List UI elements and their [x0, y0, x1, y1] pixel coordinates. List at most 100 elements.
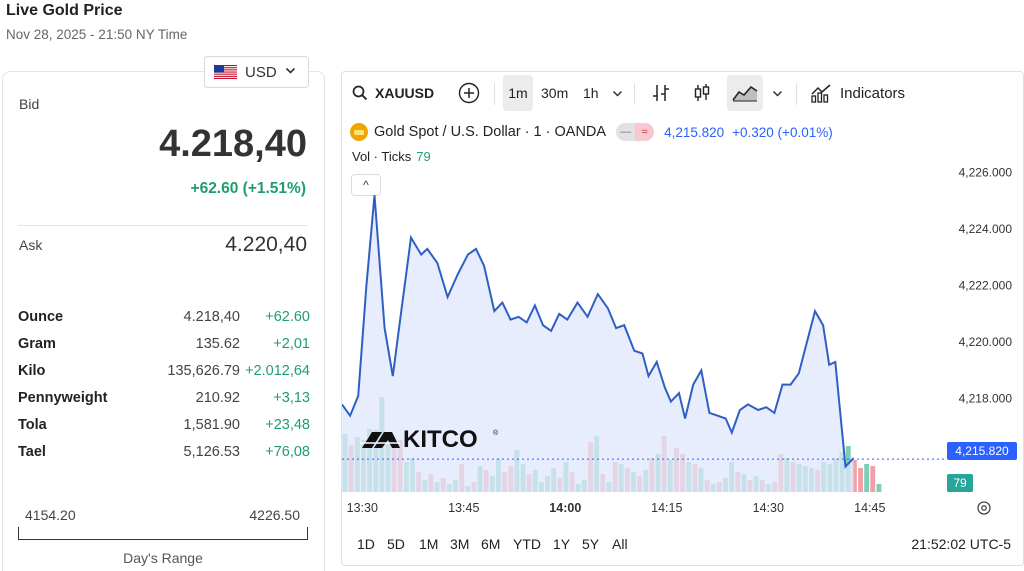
- unit-value: 5,126.53: [183, 443, 240, 460]
- x-tick-label: 14:00: [549, 501, 581, 515]
- indicators-label: Indicators: [840, 84, 906, 102]
- us-flag-icon: [214, 65, 237, 79]
- volume-bar: [858, 468, 863, 492]
- page-datetime: Nov 28, 2025 - 21:50 NY Time: [6, 27, 188, 42]
- chevron-down-icon: [285, 65, 296, 79]
- quote-panel: [2, 71, 325, 571]
- range-ytd[interactable]: YTD: [513, 536, 541, 552]
- ask-price: 4.220,40: [225, 233, 307, 256]
- bid-label: Bid: [19, 96, 40, 112]
- volume-label: Vol · Ticks: [352, 149, 412, 164]
- unit-row-tola: Tola 1,581.90 +23,48: [18, 411, 310, 438]
- unit-row-gram: Gram 135.62 +2,01: [18, 330, 310, 357]
- unit-table: Ounce 4.218,40 +62.60 Gram 135.62 +2,01 …: [18, 303, 310, 465]
- unit-row-kilo: Kilo 135,626.79 +2.012,64: [18, 357, 310, 384]
- chart-type-dropdown[interactable]: [772, 73, 783, 113]
- divider: [18, 225, 308, 226]
- symbol-search[interactable]: XAUUSD: [352, 73, 434, 113]
- range-5d[interactable]: 5D: [387, 536, 405, 552]
- interval-1h[interactable]: 1h: [583, 85, 599, 101]
- unit-value: 1,581.90: [183, 416, 240, 433]
- range-3m[interactable]: 3M: [450, 536, 470, 552]
- symbol-label: XAUUSD: [375, 85, 435, 101]
- y-tick-label: 4,224.000: [959, 222, 1013, 236]
- x-tick-label: 14:30: [753, 501, 784, 515]
- bid-change: +62.60 (+1.51%): [190, 180, 306, 197]
- range-1m[interactable]: 1M: [419, 536, 439, 552]
- unit-row-tael: Tael 5,126.53 +76,08: [18, 438, 310, 465]
- unit-change: +2,01: [273, 335, 310, 352]
- range-high: 4226.50: [249, 507, 300, 523]
- volume-bar: [876, 484, 882, 492]
- area-chart-icon: [732, 84, 758, 102]
- range-selector: 1D 5D 1M 3M 6M YTD 1Y 5Y All: [342, 528, 1022, 560]
- x-tick-label: 13:45: [448, 501, 479, 515]
- unit-value: 210.92: [195, 389, 240, 406]
- interval-1m[interactable]: 1m: [503, 75, 533, 111]
- indicators-button[interactable]: Indicators: [810, 73, 905, 113]
- interval-30m[interactable]: 30m: [541, 85, 569, 101]
- candles-chart-button[interactable]: [693, 73, 711, 113]
- toolbar-separator: [494, 83, 495, 105]
- unit-name: Pennyweight: [18, 389, 108, 406]
- svg-text:®: ®: [493, 429, 499, 437]
- collapse-legend-button[interactable]: ^: [351, 174, 381, 196]
- interval-dropdown[interactable]: [612, 73, 623, 113]
- price-line: [342, 195, 855, 469]
- range-1d[interactable]: 1D: [357, 536, 375, 552]
- volume-legend: Vol · Ticks 79: [352, 149, 431, 164]
- bars-icon: [652, 83, 670, 103]
- chart-clock: 21:52:02 UTC-5: [911, 536, 1011, 552]
- compare-symbol-button[interactable]: [458, 73, 480, 113]
- price-chart[interactable]: 4,226.000 4,224.000 4,222.000 4,220.000 4,21…: [342, 150, 1022, 525]
- ask-label: Ask: [19, 237, 43, 253]
- x-axis: 13:30 13:45 14:00 14:15 14:30 14:45: [347, 501, 886, 515]
- bid-price: 4.218,40: [159, 123, 307, 165]
- range-label: Day's Range: [123, 550, 203, 566]
- range-1y[interactable]: 1Y: [553, 536, 571, 552]
- legend-change: +0.320 (+0.01%): [732, 124, 833, 140]
- y-tick-label: 4,226.000: [959, 166, 1013, 180]
- range-5y[interactable]: 5Y: [582, 536, 600, 552]
- y-tick-label: 4,222.000: [959, 279, 1013, 293]
- unit-name: Kilo: [18, 362, 46, 379]
- unit-name: Tael: [18, 443, 46, 460]
- toolbar-separator: [796, 83, 797, 105]
- y-tick-label: 4,218.000: [959, 392, 1013, 406]
- plus-circle-icon: [458, 82, 480, 104]
- y-axis: 4,226.000 4,224.000 4,222.000 4,220.000 4,21…: [959, 166, 1013, 406]
- unit-value: 4.218,40: [183, 308, 240, 325]
- x-tick-label: 13:30: [347, 501, 378, 515]
- legend-toggle[interactable]: — ≈: [616, 123, 655, 141]
- last-price-tag-text: 4,215.820: [955, 444, 1009, 458]
- chart-settings-icon[interactable]: [977, 501, 991, 515]
- page-title: Live Gold Price: [6, 2, 123, 19]
- range-all[interactable]: All: [612, 536, 628, 552]
- last-price-tag: 4,215.820: [947, 442, 1017, 460]
- range-6m[interactable]: 6M: [481, 536, 501, 552]
- unit-change: +76,08: [265, 443, 310, 460]
- currency-select[interactable]: USD: [204, 56, 309, 88]
- unit-name: Gram: [18, 335, 56, 352]
- unit-change: +62.60: [265, 308, 310, 325]
- symbol-description: Gold Spot / U.S. Dollar · 1 · OANDA: [374, 124, 607, 140]
- unit-row-ounce: Ounce 4.218,40 +62.60: [18, 303, 310, 330]
- volume-bar: [851, 460, 857, 492]
- indicators-icon: [810, 83, 832, 103]
- kitco-logo: KITCO ®: [360, 426, 499, 453]
- kitco-wordmark: KITCO: [403, 426, 478, 453]
- unit-value: 135.62: [195, 335, 240, 352]
- volume-bar: [870, 466, 876, 492]
- volume-tag: 79: [947, 474, 973, 492]
- unit-change: +23,48: [265, 416, 310, 433]
- volume-value: 79: [416, 149, 431, 164]
- bars-chart-button[interactable]: [652, 73, 670, 113]
- volume-bar: [864, 464, 870, 492]
- area-chart-button[interactable]: [727, 75, 763, 111]
- toolbar-separator: [634, 83, 635, 105]
- legend-pill-left: —: [616, 123, 636, 141]
- legend-pill-right: ≈: [635, 123, 655, 141]
- unit-row-pennyweight: Pennyweight 210.92 +3,13: [18, 384, 310, 411]
- range-bar: [18, 527, 308, 540]
- unit-change: +2.012,64: [245, 362, 310, 379]
